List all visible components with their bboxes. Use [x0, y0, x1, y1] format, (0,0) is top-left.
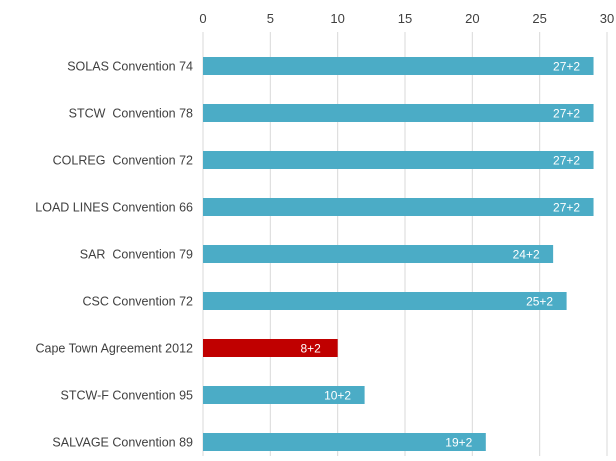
bar — [203, 386, 365, 404]
bar — [203, 57, 594, 75]
bar — [203, 433, 486, 451]
data-label: 24+2 — [513, 248, 540, 262]
data-labels: 27+2 27+2 27+2 27+2 24+2 25+2 8+2 10+2 19+2 — [300, 60, 580, 450]
bar — [203, 151, 594, 169]
x-tick-label: 30 — [600, 11, 614, 26]
bar — [203, 198, 594, 216]
bar — [203, 292, 567, 310]
category-label: SAR Convention 79 — [80, 248, 193, 262]
x-tick-label: 5 — [267, 11, 274, 26]
category-label: COLREG Convention 72 — [53, 154, 193, 168]
bars — [203, 57, 594, 451]
x-tick-label: 10 — [330, 11, 344, 26]
data-label: 27+2 — [553, 107, 580, 121]
grid-lines — [202, 32, 608, 456]
category-label: STCW-F Convention 95 — [61, 389, 194, 403]
category-label: CSC Convention 72 — [83, 295, 194, 309]
category-label: Cape Town Agreement 2012 — [35, 342, 193, 356]
bar — [203, 104, 594, 122]
data-label: 25+2 — [526, 295, 553, 309]
data-label: 27+2 — [553, 154, 580, 168]
x-tick-label: 25 — [532, 11, 546, 26]
data-label: 10+2 — [324, 389, 351, 403]
bar — [203, 245, 554, 263]
data-label: 27+2 — [553, 201, 580, 215]
category-labels: SOLAS Convention 74 STCW Convention 78 COL… — [35, 60, 193, 450]
category-label: STCW Convention 78 — [69, 107, 193, 121]
bar — [203, 339, 338, 357]
x-tick-label: 0 — [199, 11, 206, 26]
data-label: 8+2 — [300, 342, 321, 356]
category-label: SOLAS Convention 74 — [67, 60, 193, 74]
x-tick-label: 20 — [465, 11, 479, 26]
category-label: LOAD LINES Convention 66 — [35, 201, 193, 215]
data-label: 19+2 — [445, 436, 472, 450]
category-label: SALVAGE Convention 89 — [52, 436, 193, 450]
x-axis-ticks: 0 5 10 15 20 25 30 — [199, 11, 614, 26]
x-tick-label: 15 — [398, 11, 412, 26]
data-label: 27+2 — [553, 60, 580, 74]
